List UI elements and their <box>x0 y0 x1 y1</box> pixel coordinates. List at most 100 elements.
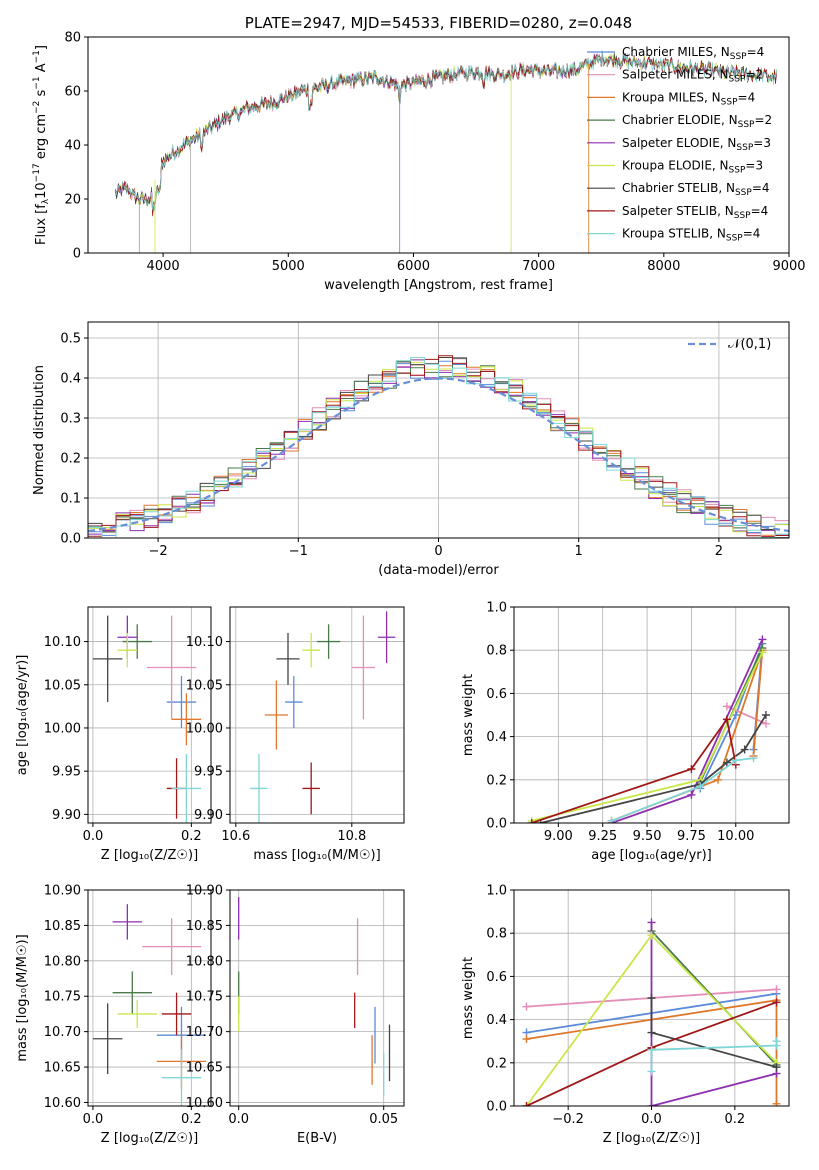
errorbar-point <box>92 615 123 703</box>
mass_vs_Z-xlabel: Z [log₁₀(Z/Z☉)] <box>101 1131 198 1146</box>
weight-marker <box>687 765 696 773</box>
weight_vs_Z-xtick-label: −0.2 <box>552 1112 584 1127</box>
weight-line-chabrier-stelib <box>540 714 767 823</box>
spectrum-xtick-label: 9000 <box>772 259 805 274</box>
mass_vs_ebv-ytick-label: 10.65 <box>186 1061 223 1076</box>
legend-entry: Chabrier MILES, NSSP=4 <box>622 45 764 62</box>
normal-curve <box>88 377 789 533</box>
mass_vs_ebv-ytick-label: 10.90 <box>186 884 223 899</box>
weight_vs_Z-xtick-label: 0.2 <box>724 1112 745 1127</box>
residuals-ylabel: Normed distribution <box>32 365 47 495</box>
age_vs_mass-xlabel: mass [log₁₀(M/M☉)] <box>253 848 380 863</box>
spectrum-xtick-label: 6000 <box>397 259 430 274</box>
spectrum-ytick-label: 60 <box>64 85 81 100</box>
age_vs_mass-panel: 10.6 10.8 9.90 9.95 10.00 10.05 10.10 mass [log… <box>186 606 405 863</box>
weight-marker <box>522 1035 531 1044</box>
residuals-xtick-label: 1 <box>575 544 583 559</box>
legend-entry: Kroupa ELODIE, NSSP=3 <box>622 159 763 176</box>
mass_vs_ebv-ytick-label: 10.80 <box>186 954 223 969</box>
errorbar-point <box>264 680 288 750</box>
age_vs_Z-ylabel: age [log₁₀(age/yr)] <box>15 655 30 776</box>
errorbar-point <box>92 1003 123 1075</box>
weight-marker <box>647 918 656 927</box>
weight-marker <box>647 931 656 940</box>
mass_vs_ebv-ytick-label: 10.85 <box>186 919 223 934</box>
weight-marker <box>772 1037 781 1046</box>
mass_vs_ebv-xtick-label: 0.05 <box>369 1112 398 1127</box>
weight-marker <box>772 998 781 1007</box>
mass_vs_Z-ytick-label: 10.75 <box>44 990 81 1005</box>
errorbar-point <box>285 676 303 728</box>
residuals-ytick-label: 0.2 <box>60 452 81 467</box>
age_vs_mass-xtick-label: 10.8 <box>337 829 366 844</box>
weight-line-salpeter-stelib <box>531 717 737 823</box>
residuals-xtick-label: −2 <box>149 544 168 559</box>
spectrum-ytick-label: 40 <box>64 139 81 154</box>
weight_vs_Z-ytick-label: 0.8 <box>486 927 507 942</box>
spectrum-ytick-label: 20 <box>64 193 81 208</box>
weight-line-salpeter-elodie <box>650 922 777 1106</box>
weight-marker <box>740 745 749 754</box>
weight_vs_Z-panel: −0.2 0.0 0.2 0.0 0.2 0.4 0.6 0.8 1.0 Z [log₁₀(Z/Z… <box>461 884 790 1146</box>
mass_vs_Z-ytick-label: 10.85 <box>44 919 81 934</box>
errorbar-point <box>161 992 192 1036</box>
age_vs_mass-ytick-label: 10.10 <box>186 635 223 650</box>
mass_vs_Z-ytick-label: 10.70 <box>44 1025 81 1040</box>
weight_vs_age-ytick-label: 0.4 <box>486 730 507 745</box>
weight-marker <box>731 756 740 765</box>
residuals-ytick-label: 0.1 <box>60 492 81 507</box>
legend-entry: Chabrier ELODIE, NSSP=2 <box>622 113 772 130</box>
weight_vs_age-ytick-label: 1.0 <box>486 601 507 616</box>
errorbar-point <box>147 615 197 720</box>
weight-marker <box>772 1063 781 1072</box>
spectrum-title: PLATE=2947, MJD=54533, FIBERID=0280, z=0… <box>245 14 632 32</box>
weight-marker <box>696 782 705 791</box>
weight_vs_age-xtick-label: 9.50 <box>633 829 662 844</box>
mass_vs_Z-frame <box>87 889 212 1107</box>
weight_vs_age-ytick-label: 0.6 <box>486 687 507 702</box>
age_vs_Z-xlabel: Z [log₁₀(Z/Z☉)] <box>101 848 198 863</box>
weight-marker <box>761 711 770 719</box>
legend-entry: Kroupa MILES, NSSP=4 <box>622 90 755 107</box>
weight-marker <box>607 816 616 823</box>
legend-entry: Salpeter STELIB, NSSP=4 <box>622 204 768 221</box>
histogram-kroupa-stelib <box>88 357 789 538</box>
weight_vs_age-ytick-label: 0.2 <box>486 773 507 788</box>
weight_vs_Z-ytick-label: 1.0 <box>486 884 507 899</box>
mass_vs_ebv-ytick-label: 10.75 <box>186 990 223 1005</box>
errorbar-point <box>302 632 320 668</box>
mass_vs_Z-ytick-label: 10.80 <box>44 954 81 969</box>
mass_vs_Z-plot-area <box>92 904 207 1106</box>
weight_vs_Z-xlabel: Z [log₁₀(Z/Z☉)] <box>603 1131 700 1146</box>
residuals-ytick-label: 0.5 <box>60 332 81 347</box>
age_vs_Z-xtick-label: 0.2 <box>181 829 202 844</box>
residuals-xtick-label: 2 <box>715 544 723 559</box>
age_vs_Z-panel: 0.0 0.2 9.90 9.95 10.00 10.05 10.10 Z [log₁₀(Z/… <box>15 606 212 863</box>
errorbar-point <box>112 904 143 940</box>
mass_vs_Z-ytick-label: 10.60 <box>44 1096 81 1111</box>
age_vs_Z-plot-area <box>92 615 202 823</box>
age_vs_Z-ytick-label: 9.90 <box>52 808 81 823</box>
weight-marker <box>647 994 656 1002</box>
weight-marker <box>761 719 770 728</box>
weight_vs_age-xlabel: age [log₁₀(age/yr)] <box>591 848 712 863</box>
mass_vs_Z-ytick-label: 10.65 <box>44 1061 81 1076</box>
weight_vs_Z-ytick-label: 0.6 <box>486 970 507 985</box>
errorbar-point <box>250 753 268 823</box>
age_vs_Z-ytick-label: 10.10 <box>44 635 81 650</box>
weight-marker <box>687 790 696 799</box>
weight-marker <box>647 1028 656 1037</box>
weight_vs_age-xtick-label: 9.25 <box>588 829 617 844</box>
weight-marker <box>647 1067 656 1076</box>
weight-marker <box>731 711 740 719</box>
errorbar-point <box>377 611 396 664</box>
errorbar-point <box>161 1049 202 1106</box>
weight-marker <box>647 1045 656 1054</box>
residuals-xtick-label: −1 <box>289 544 308 559</box>
weight_vs_Z-ytick-label: 0.0 <box>486 1100 507 1115</box>
age_vs_mass-ytick-label: 10.05 <box>186 678 223 693</box>
weight-marker <box>772 1099 781 1106</box>
mass_vs_Z-xtick-label: 0.2 <box>181 1112 202 1127</box>
weight_vs_age-xtick-label: 10.00 <box>717 829 754 844</box>
